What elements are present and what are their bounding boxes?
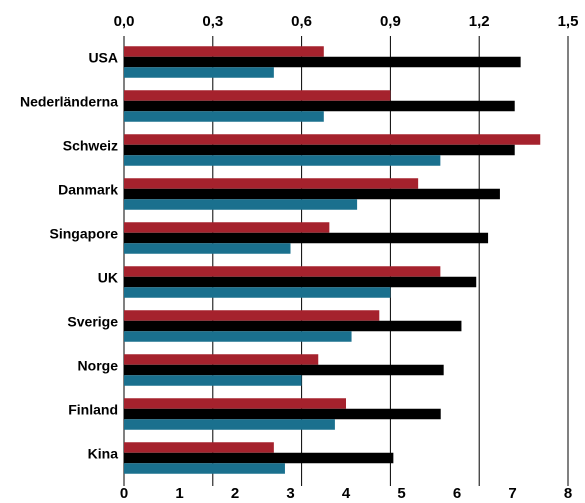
category-label: Kina bbox=[88, 446, 119, 462]
bottom-tick-label: 6 bbox=[453, 485, 461, 502]
bar-usa-series-3 bbox=[124, 67, 274, 78]
category-label: Sverige bbox=[67, 314, 118, 330]
bar-finland-series-1 bbox=[124, 398, 346, 409]
bar-kina-series-3 bbox=[124, 463, 285, 474]
bar-usa-series-1 bbox=[124, 46, 324, 57]
bar-nederl-nderna-series-3 bbox=[124, 111, 324, 122]
bars bbox=[124, 46, 541, 474]
bar-schweiz-series-3 bbox=[124, 155, 441, 166]
bar-schweiz-series-1 bbox=[124, 134, 541, 145]
bar-uk-series-1 bbox=[124, 266, 441, 277]
category-label: Finland bbox=[68, 402, 118, 418]
bar-uk-series-2 bbox=[124, 276, 477, 288]
top-axis: 0,0 0,3 0,6 0,9 1,2 1,5 bbox=[114, 13, 579, 30]
bar-norge-series-2 bbox=[124, 364, 444, 376]
bottom-tick-label: 0 bbox=[120, 485, 128, 502]
category-label: UK bbox=[98, 270, 118, 286]
bottom-tick-label: 8 bbox=[564, 485, 572, 502]
bottom-tick-label: 7 bbox=[508, 485, 516, 502]
bar-singapore-series-2 bbox=[124, 232, 489, 244]
category-label: Danmark bbox=[58, 182, 118, 198]
top-tick-label: 0,0 bbox=[114, 13, 135, 30]
category-label: USA bbox=[88, 50, 118, 66]
bottom-tick-label: 5 bbox=[397, 485, 405, 502]
category-label: Singapore bbox=[50, 226, 119, 242]
category-label: Nederländerna bbox=[20, 94, 118, 110]
bar-sverige-series-2 bbox=[124, 320, 462, 332]
bar-sverige-series-3 bbox=[124, 331, 352, 342]
bar-nederl-nderna-series-1 bbox=[124, 90, 391, 101]
bar-norge-series-1 bbox=[124, 354, 319, 365]
bar-uk-series-3 bbox=[124, 287, 391, 298]
bar-finland-series-3 bbox=[124, 419, 335, 430]
bar-usa-series-2 bbox=[124, 56, 521, 68]
bar-danmark-series-1 bbox=[124, 178, 419, 189]
top-tick-label: 1,2 bbox=[469, 13, 490, 30]
top-tick-label: 0,9 bbox=[380, 13, 401, 30]
category-label: Schweiz bbox=[63, 138, 118, 154]
bar-nederl-nderna-series-2 bbox=[124, 100, 515, 112]
bar-singapore-series-3 bbox=[124, 243, 291, 254]
bar-singapore-series-1 bbox=[124, 222, 330, 233]
bar-kina-series-1 bbox=[124, 442, 274, 453]
bar-schweiz-series-2 bbox=[124, 144, 515, 156]
bar-danmark-series-2 bbox=[124, 188, 500, 200]
bottom-tick-label: 4 bbox=[342, 485, 351, 502]
bar-kina-series-2 bbox=[124, 452, 394, 464]
top-tick-label: 0,6 bbox=[291, 13, 312, 30]
bar-norge-series-3 bbox=[124, 375, 302, 386]
bottom-tick-label: 1 bbox=[175, 485, 183, 502]
bar-danmark-series-3 bbox=[124, 199, 358, 210]
bottom-tick-label: 3 bbox=[286, 485, 294, 502]
category-labels: USA Nederländerna Schweiz Danmark Singapore U… bbox=[20, 50, 118, 462]
bottom-axis: 0 1 2 3 4 5 6 7 8 bbox=[120, 485, 572, 502]
bar-sverige-series-1 bbox=[124, 310, 380, 321]
top-tick-label: 0,3 bbox=[202, 13, 223, 30]
top-tick-label: 1,5 bbox=[558, 13, 579, 30]
bar-finland-series-2 bbox=[124, 408, 441, 420]
category-label: Norge bbox=[78, 358, 119, 374]
bottom-tick-label: 2 bbox=[231, 485, 239, 502]
